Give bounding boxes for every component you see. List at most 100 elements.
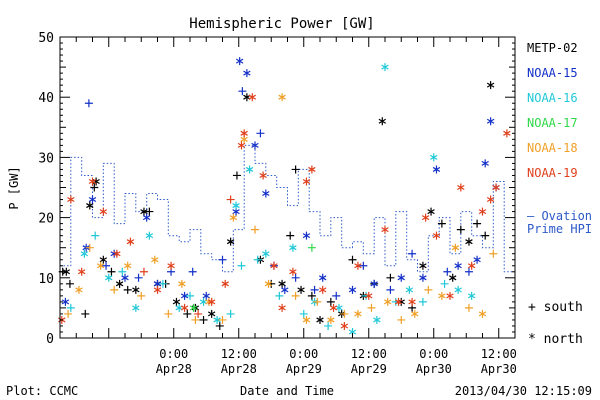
data-point-south (85, 243, 94, 252)
data-point-north (302, 315, 311, 324)
data-point-south (275, 291, 284, 300)
data-point-north (394, 297, 403, 306)
data-point-south (307, 291, 316, 300)
data-point-north (232, 201, 240, 210)
data-point-north (492, 183, 500, 192)
data-point-north (207, 309, 216, 318)
data-point-south (102, 261, 111, 270)
legend: METP-02 NOAA-15 NOAA-16 NOAA-17 NOAA-18 NOAA-… (527, 41, 592, 347)
data-point-north (88, 177, 97, 186)
data-point-north (427, 207, 435, 216)
data-point-north (329, 303, 338, 312)
data-point-north (105, 273, 113, 282)
data-point-south (418, 297, 427, 306)
data-point-north (384, 297, 392, 306)
data-point-north (278, 93, 286, 102)
x-tick-label-date: Apr29 (286, 362, 322, 376)
data-point-south (118, 267, 127, 276)
data-point-north (327, 315, 335, 324)
data-point-north (308, 165, 316, 174)
data-point-north (486, 117, 495, 126)
data-point-north (235, 57, 244, 66)
data-point-north (467, 291, 476, 300)
data-point-north (302, 177, 311, 186)
data-point-north (432, 165, 441, 174)
data-point-north (278, 303, 286, 312)
data-point-south (158, 279, 167, 288)
data-point-north (486, 81, 495, 90)
data-point-north (113, 249, 121, 258)
data-point-north (115, 279, 124, 288)
data-point-north (202, 291, 210, 300)
data-point-north (432, 231, 441, 240)
data-point-north (270, 261, 278, 270)
data-point-north (213, 315, 221, 324)
data-point-south (456, 225, 465, 234)
data-point-south (238, 87, 247, 96)
data-point-north (251, 141, 259, 150)
data-point-south (251, 225, 259, 234)
data-point-north (465, 237, 473, 246)
data-point-south (81, 309, 90, 318)
data-point-north (457, 183, 465, 192)
data-point-north (88, 195, 97, 204)
data-point-south (66, 303, 75, 312)
x-tick-label-time: 0:00 (289, 347, 318, 361)
data-point-south (299, 309, 308, 318)
data-point-south (291, 291, 300, 300)
data-point-north (278, 279, 286, 288)
data-point-north (289, 267, 297, 276)
y-tick-label: 0 (46, 332, 54, 347)
legend-north: * north (528, 332, 583, 347)
data-point-south (134, 273, 143, 282)
data-point-north (481, 159, 489, 168)
data-point-south (218, 315, 227, 324)
data-point-north (319, 273, 327, 282)
data-point-north (421, 213, 430, 222)
data-point-north (99, 255, 108, 264)
data-point-south (286, 231, 295, 240)
data-point-north (245, 165, 254, 174)
data-point-north (354, 261, 362, 270)
data-point-north (61, 297, 70, 306)
data-point-north (316, 315, 324, 324)
legend-item-noaa-18: NOAA-18 (527, 141, 578, 155)
data-point-north (180, 303, 189, 312)
series-noaa-18 (64, 93, 498, 324)
data-point-south (386, 273, 395, 282)
legend-item-noaa-17: NOAA-17 (527, 116, 578, 130)
data-point-north (226, 237, 235, 246)
y-tick-label: 40 (38, 91, 54, 106)
data-point-north (248, 93, 256, 102)
chart-title: Hemispheric Power [GW] (189, 16, 374, 32)
data-point-north (237, 141, 246, 150)
data-point-south (408, 249, 417, 258)
data-point-north (419, 261, 427, 270)
data-point-south (194, 309, 203, 318)
data-point-north (142, 213, 151, 222)
data-point-south (64, 309, 73, 318)
ovation-series (60, 144, 515, 273)
data-point-north (86, 201, 94, 210)
data-point-south (186, 291, 194, 300)
legend-item-metp-02: METP-02 (527, 41, 578, 55)
x-tick-label-time: 12:00 (481, 347, 517, 361)
footer-timestamp: 2013/04/30 12:15:09 (455, 384, 592, 398)
data-point-north (478, 207, 487, 216)
series-noaa-16 (66, 63, 476, 336)
data-point-north (289, 243, 297, 252)
data-point-north (62, 267, 71, 276)
x-tick-label-date: Apr29 (351, 362, 387, 376)
data-point-north (486, 195, 495, 204)
data-point-north (264, 279, 273, 288)
data-point-south (123, 285, 132, 294)
data-point-south (424, 285, 433, 294)
data-point-south (183, 309, 192, 318)
data-point-north (473, 255, 481, 264)
data-point-north (80, 249, 89, 258)
data-point-south (324, 321, 333, 330)
data-point-north (340, 321, 349, 330)
x-tick-label-time: 0:00 (159, 347, 188, 361)
data-point-north (99, 207, 108, 216)
data-point-south (137, 291, 146, 300)
